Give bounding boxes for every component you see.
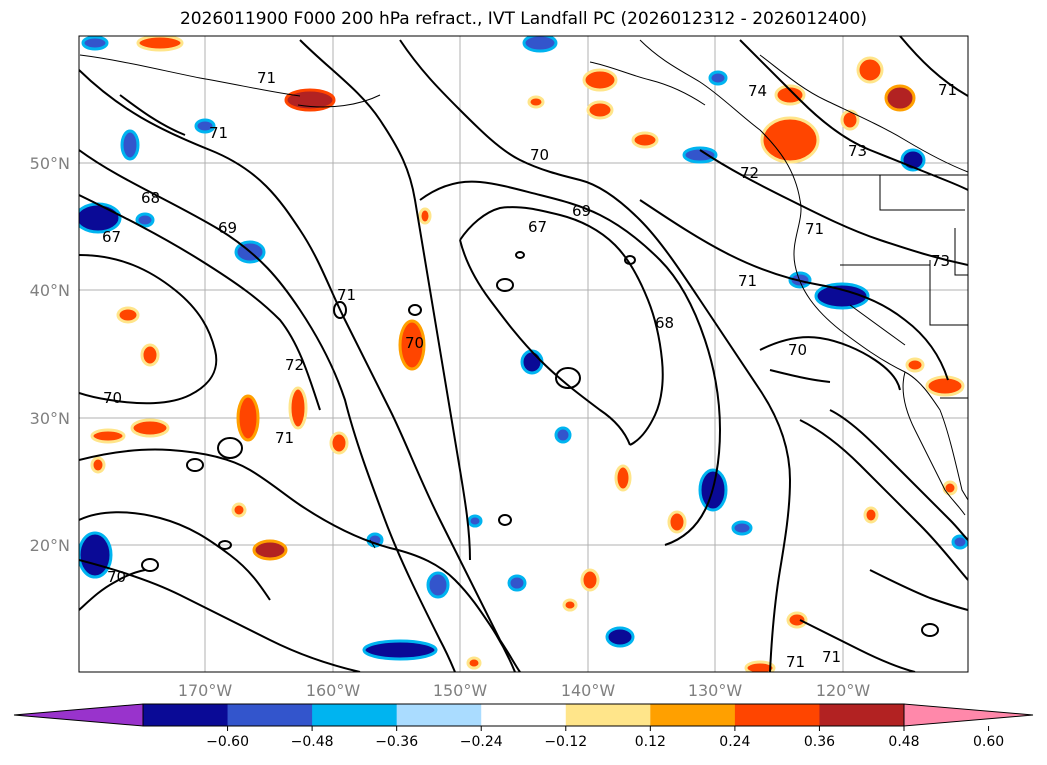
contour-label: 70	[405, 334, 424, 352]
lat-label: 20°N	[30, 536, 70, 555]
contour-label: 67	[528, 218, 547, 236]
lon-label: 120°W	[816, 681, 871, 700]
contour-label: 68	[655, 314, 674, 332]
contour-label: 67	[102, 228, 121, 246]
colorbar-bin	[481, 704, 567, 726]
colorbar-tick-label: −0.60	[206, 734, 249, 750]
latitude-labels: 50°N 40°N 30°N 20°N	[30, 154, 70, 555]
lon-label: 160°W	[306, 681, 361, 700]
lon-label: 170°W	[178, 681, 233, 700]
contour-label: 72	[740, 164, 759, 182]
map-title: 2026011900 F000 200 hPa refract., IVT La…	[179, 9, 867, 29]
colorbar-bin	[312, 704, 398, 726]
colorbar-left-extension	[13, 703, 144, 727]
colorbar-frame	[142, 703, 905, 727]
contour-label: 71	[257, 69, 276, 87]
colorbar-tick-label: 0.12	[635, 734, 666, 750]
contour-label: 71	[822, 648, 841, 666]
longitude-labels: 170°W 160°W 150°W 140°W 130°W 120°W	[178, 681, 871, 700]
contour-label: 73	[848, 142, 867, 160]
contour-label: 71	[805, 220, 824, 238]
colorbar-bin	[734, 704, 820, 726]
colorbar: −0.60 −0.48 −0.36 −0.24 −0.12 0.12 0.24 0.36 0.4…	[13, 703, 1034, 750]
colorbar-tick-label: −0.24	[460, 734, 503, 750]
colorbar-bin	[396, 704, 482, 726]
contour-label: 70	[788, 341, 807, 359]
contour-label: 70	[530, 146, 549, 164]
lat-label: 50°N	[30, 154, 70, 173]
colorbar-bin	[819, 704, 905, 726]
contour-label: 69	[218, 219, 237, 237]
gridlines	[79, 36, 968, 672]
colorbar-bins	[143, 704, 905, 726]
colorbar-bin	[650, 704, 736, 726]
plot-frame	[78, 35, 969, 673]
contour-label: 69	[572, 202, 591, 220]
contour-label: 71	[738, 272, 757, 290]
contour-label: 71	[337, 286, 356, 304]
contour-label: 71	[938, 81, 957, 99]
contour-label: 71	[275, 429, 294, 447]
contour-blobs	[141, 251, 939, 637]
lat-label: 30°N	[30, 409, 70, 428]
colorbar-tick-label: −0.48	[291, 734, 334, 750]
colorbar-ticks: −0.60 −0.48 −0.36 −0.24 −0.12 0.12 0.24 0.36 0.4…	[206, 726, 1004, 750]
colorbar-bin	[565, 704, 651, 726]
contour-label: 74	[748, 82, 767, 100]
colorbar-tick-label: 0.48	[888, 734, 919, 750]
colorbar-bin	[143, 704, 229, 726]
contour-label: 70	[103, 389, 122, 407]
contour-label: 72	[285, 356, 304, 374]
contour-label: 68	[141, 189, 160, 207]
colorbar-tick-label: 0.36	[804, 734, 835, 750]
lon-label: 130°W	[688, 681, 743, 700]
contour-labels: 71 71 70 74 71 73 72 68 67 69 67 69 71 7…	[102, 69, 957, 671]
colorbar-tick-label: −0.36	[375, 734, 418, 750]
colorbar-bin	[227, 704, 313, 726]
contour-label: 71	[786, 653, 805, 671]
contour-label: 71	[209, 124, 228, 142]
lon-label: 140°W	[561, 681, 616, 700]
contour-label: 73	[931, 252, 950, 270]
colorbar-tick-label: −0.12	[544, 734, 587, 750]
refractivity-contours	[79, 36, 968, 672]
colorbar-tick-label: 0.60	[973, 734, 1004, 750]
lat-label: 40°N	[30, 281, 70, 300]
colorbar-right-extension	[903, 703, 1034, 727]
colorbar-tick-label: 0.24	[719, 734, 750, 750]
contour-label: 70	[107, 568, 126, 586]
lon-label: 150°W	[433, 681, 488, 700]
